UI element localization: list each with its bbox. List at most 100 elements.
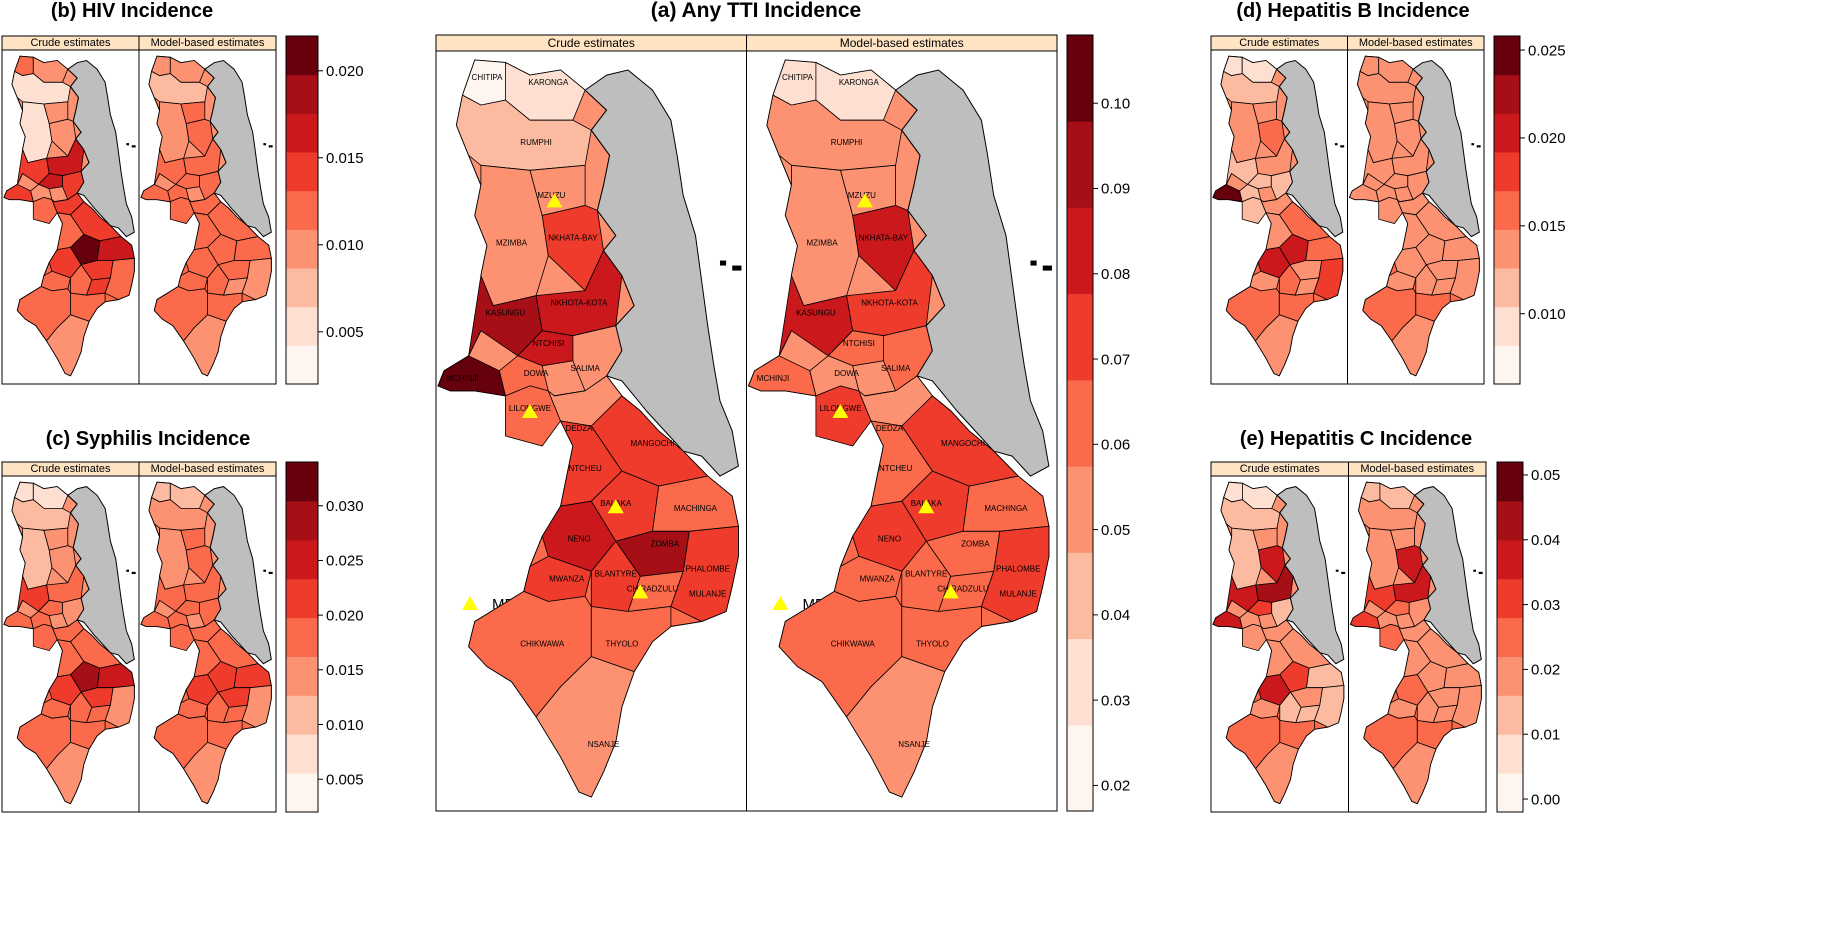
- lake-malawi: [1275, 59, 1344, 238]
- panel-b: (b) HIV Incidence Crude estimates Model-ba…: [1, 0, 277, 385]
- colorbar-tick-label: 0.04: [1101, 607, 1130, 624]
- district-polygon: [516, 330, 574, 367]
- crude-estimates-map: [1212, 481, 1346, 805]
- colorbar-swatch: [1067, 638, 1093, 726]
- district-label: KARONGA: [528, 78, 569, 87]
- colorbar-swatch: [1497, 695, 1523, 735]
- colorbar-swatch: [286, 306, 318, 346]
- strip-label-model: Model-based estimates: [151, 37, 265, 49]
- district-polygon: [1255, 741, 1299, 805]
- colorbar-tick-label: 0.020: [1528, 130, 1566, 147]
- strip-label-model: Model-based estimates: [151, 463, 265, 475]
- district-polygon: [104, 257, 135, 301]
- district-polygon: [846, 656, 946, 798]
- colorbar-swatch: [286, 462, 318, 502]
- island-marker: [732, 265, 742, 271]
- mbts-center-marker: [832, 403, 849, 418]
- district-label: ZOMBA: [961, 539, 990, 548]
- colorbar-tick-label: 0.01: [1531, 726, 1560, 743]
- district-label: NTCHISI: [843, 339, 875, 348]
- colorbar-swatch: [1494, 268, 1520, 308]
- district-polygon: [174, 173, 200, 190]
- panel-title: (c) Syphilis Incidence: [46, 428, 251, 450]
- strip-label-crude: Crude estimates: [548, 36, 635, 50]
- district-polygon: [1391, 314, 1435, 377]
- district-label: DOWA: [834, 369, 859, 378]
- colorbar-swatch: [286, 578, 318, 619]
- district-polygon: [1212, 610, 1243, 630]
- island-marker: [1030, 260, 1037, 266]
- colorbar-swatch: [286, 229, 318, 269]
- lake-malawi: [1276, 486, 1345, 665]
- island-marker: [1471, 143, 1475, 146]
- district-label: MCHINJI: [757, 374, 789, 383]
- lake-malawi: [204, 486, 272, 665]
- model-based-estimates-map: CHITIPA KARONGA RUMPHI MZUZU NKHATA-BAY MZIMB…: [747, 59, 1052, 798]
- colorbar-tick-label: 0.020: [326, 607, 364, 624]
- district-polygon: [1441, 236, 1480, 261]
- district-polygon: [43, 101, 69, 124]
- district-polygon: [747, 355, 817, 397]
- colorbar-tick-label: 0.005: [326, 324, 364, 341]
- colorbar-swatch: [286, 734, 318, 774]
- strip-label-model: Model-based estimates: [1360, 463, 1474, 475]
- district-label: NTCHISI: [532, 339, 564, 348]
- colorbar-swatch: [1497, 578, 1523, 619]
- colorbar-frame: [285, 461, 319, 813]
- district-label: MANGOCHI: [941, 439, 985, 448]
- colorbar-swatch: [286, 74, 318, 114]
- district-polygon: [1313, 257, 1344, 301]
- lake-malawi: [894, 69, 1050, 477]
- colorbar-swatch: [1067, 379, 1093, 467]
- district-label: MULANJE: [1000, 589, 1037, 598]
- colorbar-swatch: [286, 190, 318, 230]
- district-label: CHITIPA: [782, 73, 814, 82]
- district-label: NKHATA-BAY: [548, 233, 598, 242]
- colorbar-tick-label: 0.015: [326, 662, 364, 679]
- island-marker: [1042, 265, 1052, 271]
- district-polygon: [140, 610, 171, 630]
- mbts-center-marker: [856, 193, 873, 208]
- lake-malawi: [1412, 59, 1480, 238]
- colorbar-tick-label: 0.05: [1101, 522, 1130, 539]
- district-label: MACHINGA: [984, 504, 1028, 513]
- colorbar: 0.02 0.03 0.04 0.05 0.06 0.07 0.08 0.09 0.10: [1066, 34, 1130, 812]
- district-label: MZIMBA: [496, 239, 528, 248]
- colorbar-frame: [1496, 461, 1524, 813]
- island-marker: [1334, 143, 1338, 146]
- colorbar-swatch: [286, 539, 318, 580]
- district-polygon: [1254, 314, 1299, 377]
- colorbar-swatch: [1494, 190, 1520, 230]
- island-marker: [126, 569, 130, 572]
- district-polygon: [62, 597, 85, 628]
- district-polygon: [180, 527, 206, 551]
- colorbar-swatch: [286, 500, 318, 541]
- colorbar: 0.005 0.010 0.015 0.020: [285, 35, 364, 385]
- colorbar-swatch: [286, 152, 318, 192]
- colorbar-swatch: [1497, 656, 1523, 696]
- district-label: NKHOTA-KOTA: [551, 299, 608, 308]
- district-polygon: [1349, 610, 1381, 630]
- district-polygon: [3, 610, 34, 630]
- colorbar-swatch: [286, 268, 318, 308]
- district-polygon: [1389, 527, 1415, 551]
- lake-malawi: [67, 486, 135, 665]
- district-polygon: [241, 257, 272, 301]
- island-marker: [126, 143, 130, 146]
- mbts-center-marker: [918, 499, 935, 514]
- lake-malawi: [1413, 486, 1482, 665]
- strip-label-model: Model-based estimates: [840, 36, 964, 50]
- district-label: MANGOCHI: [631, 439, 675, 448]
- district-label: CHITIPA: [472, 73, 504, 82]
- colorbar-tick-label: 0.03: [1531, 597, 1560, 614]
- district-label: DOWA: [524, 369, 549, 378]
- lake-malawi: [584, 69, 739, 477]
- colorbar-frame: [1493, 35, 1521, 385]
- triangle-icon: [462, 596, 478, 610]
- district-polygon: [46, 741, 90, 805]
- district-polygon: [43, 527, 69, 551]
- district-label: BLANTYRE: [595, 569, 637, 578]
- district-polygon: [1212, 183, 1243, 203]
- district-label: THYOLO: [916, 640, 949, 649]
- island-marker: [1340, 145, 1345, 148]
